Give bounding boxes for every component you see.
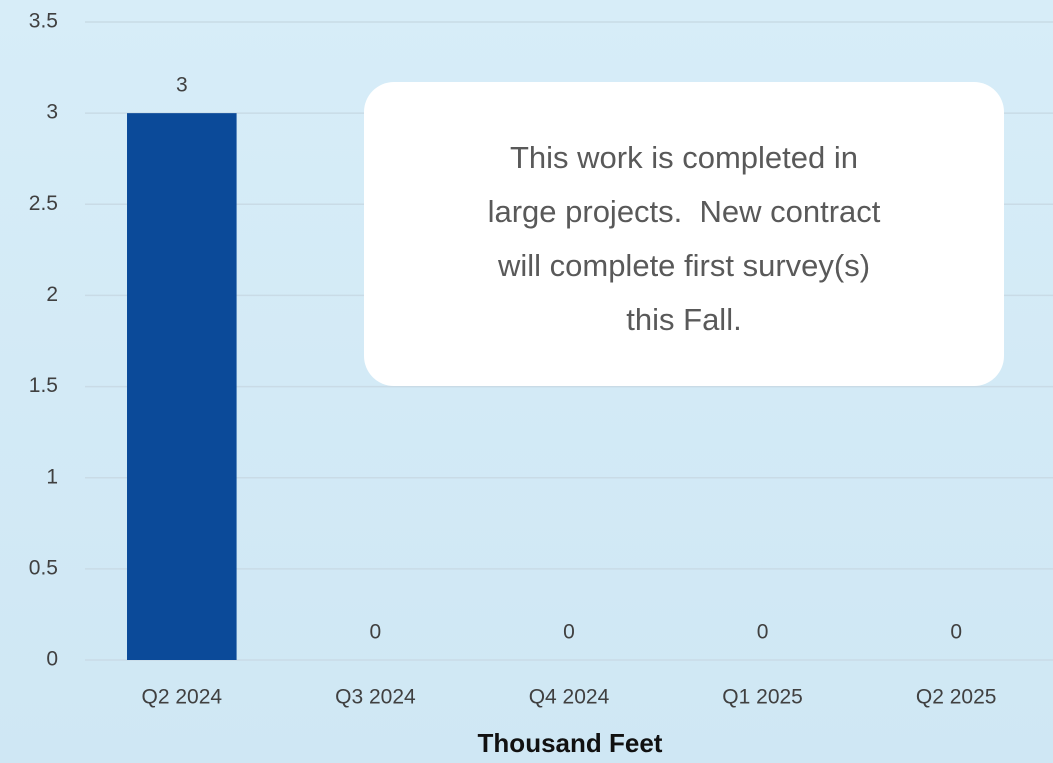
y-tick-label: 0: [46, 648, 58, 671]
annotation-box: [364, 82, 1004, 386]
annotation-text: large projects. New contract: [488, 194, 881, 229]
y-tick-label: 3: [46, 101, 58, 124]
y-tick-label: 1.5: [29, 374, 58, 397]
annotation-text: this Fall.: [626, 302, 741, 337]
data-label: 0: [563, 621, 575, 644]
y-tick-label: 0.5: [29, 556, 58, 579]
data-label: 3: [176, 74, 188, 97]
bar: [127, 113, 237, 660]
data-label: 0: [370, 621, 382, 644]
data-label: 0: [950, 621, 962, 644]
x-tick-label: Q2 2024: [142, 686, 223, 709]
annotation-text: will complete first survey(s): [497, 248, 870, 283]
x-tick-label: Q1 2025: [722, 686, 803, 709]
y-tick-label: 2: [46, 283, 58, 306]
y-tick-label: 2.5: [29, 192, 58, 215]
x-tick-label: Q4 2024: [529, 686, 610, 709]
data-label: 0: [757, 621, 769, 644]
y-tick-label: 1: [46, 465, 58, 488]
y-tick-label: 3.5: [29, 10, 58, 33]
x-tick-label: Q3 2024: [335, 686, 416, 709]
x-axis-title: Thousand Feet: [478, 728, 663, 758]
annotation-text: This work is completed in: [510, 140, 858, 175]
x-tick-label: Q2 2025: [916, 686, 997, 709]
